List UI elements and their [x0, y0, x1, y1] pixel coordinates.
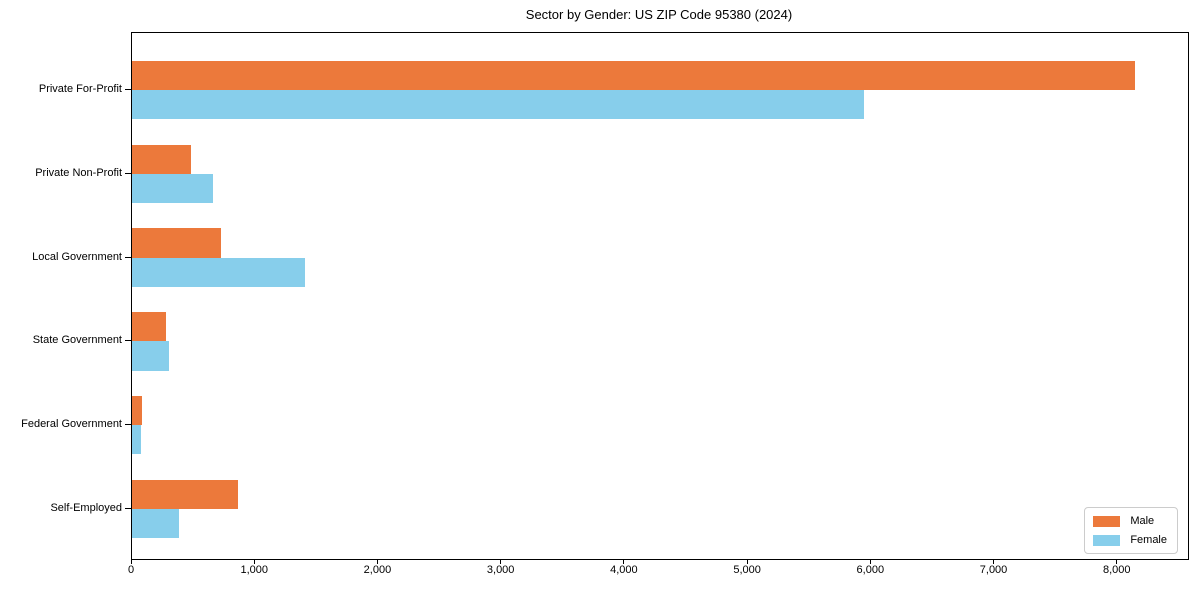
y-axis-label-federal-government: Federal Government	[21, 418, 122, 431]
x-axis-tick-label: 5,000	[733, 564, 761, 576]
legend-entry-male: Male	[1093, 515, 1167, 527]
legend-swatch-male-icon	[1093, 515, 1121, 527]
x-axis-tick	[1116, 559, 1118, 564]
bar-male-state-government	[132, 312, 166, 342]
x-axis-tick	[253, 559, 255, 564]
y-axis-label-private-non-profit: Private Non-Profit	[35, 166, 122, 179]
x-axis-tick	[993, 559, 995, 564]
bar-female-private-for-profit	[132, 90, 864, 120]
bar-male-self-employed	[132, 479, 238, 509]
plot-area: Male Female	[131, 32, 1189, 560]
bar-female-local-government	[132, 257, 305, 287]
y-axis-label-local-government: Local Government	[32, 250, 122, 263]
y-axis-label-private-for-profit: Private For-Profit	[38, 83, 122, 95]
x-axis-tick	[130, 559, 132, 564]
x-axis-tick	[623, 559, 625, 564]
x-axis-tick-label: 1,000	[240, 564, 268, 576]
legend-label-male: Male	[1130, 515, 1155, 527]
y-axis-label-state-government: State Government	[32, 334, 122, 347]
x-axis-tick-label: 7,000	[979, 564, 1008, 576]
bar-male-private-for-profit	[132, 60, 1135, 90]
x-axis-tick	[746, 559, 748, 564]
x-axis-tick	[869, 559, 871, 564]
legend-label-female: Female	[1130, 534, 1167, 546]
legend: Male Female	[1084, 507, 1178, 554]
y-axis-tick	[125, 89, 131, 90]
y-axis-label-self-employed: Self-Employed	[50, 502, 122, 514]
bar-female-private-non-profit	[132, 173, 214, 204]
bar-male-private-non-profit	[132, 144, 191, 174]
bar-male-federal-government	[132, 395, 142, 426]
y-axis-tick	[125, 424, 131, 426]
y-axis-tick	[125, 340, 131, 342]
x-axis-tick-label: 0	[127, 564, 135, 576]
x-axis-tick-label: 2,000	[363, 564, 392, 576]
bar-female-state-government	[132, 341, 169, 371]
legend-entry-female: Female	[1093, 534, 1167, 546]
x-axis-tick	[500, 559, 502, 564]
legend-swatch-female-icon	[1093, 534, 1121, 546]
x-axis-tick-label: 4,000	[610, 564, 638, 576]
y-axis-tick	[125, 256, 131, 258]
bar-female-federal-government	[132, 425, 141, 455]
y-axis-tick	[125, 172, 131, 174]
x-axis-tick-label: 3,000	[486, 564, 515, 576]
x-axis-tick-label: 6,000	[856, 564, 885, 576]
bar-male-local-government	[132, 228, 222, 258]
x-axis-tick-label: 8,000	[1102, 564, 1131, 576]
chart-title: Sector by Gender: US ZIP Code 95380 (202…	[525, 7, 793, 22]
x-axis-tick	[376, 559, 378, 564]
y-axis-tick	[125, 508, 131, 509]
bar-female-self-employed	[132, 509, 180, 539]
